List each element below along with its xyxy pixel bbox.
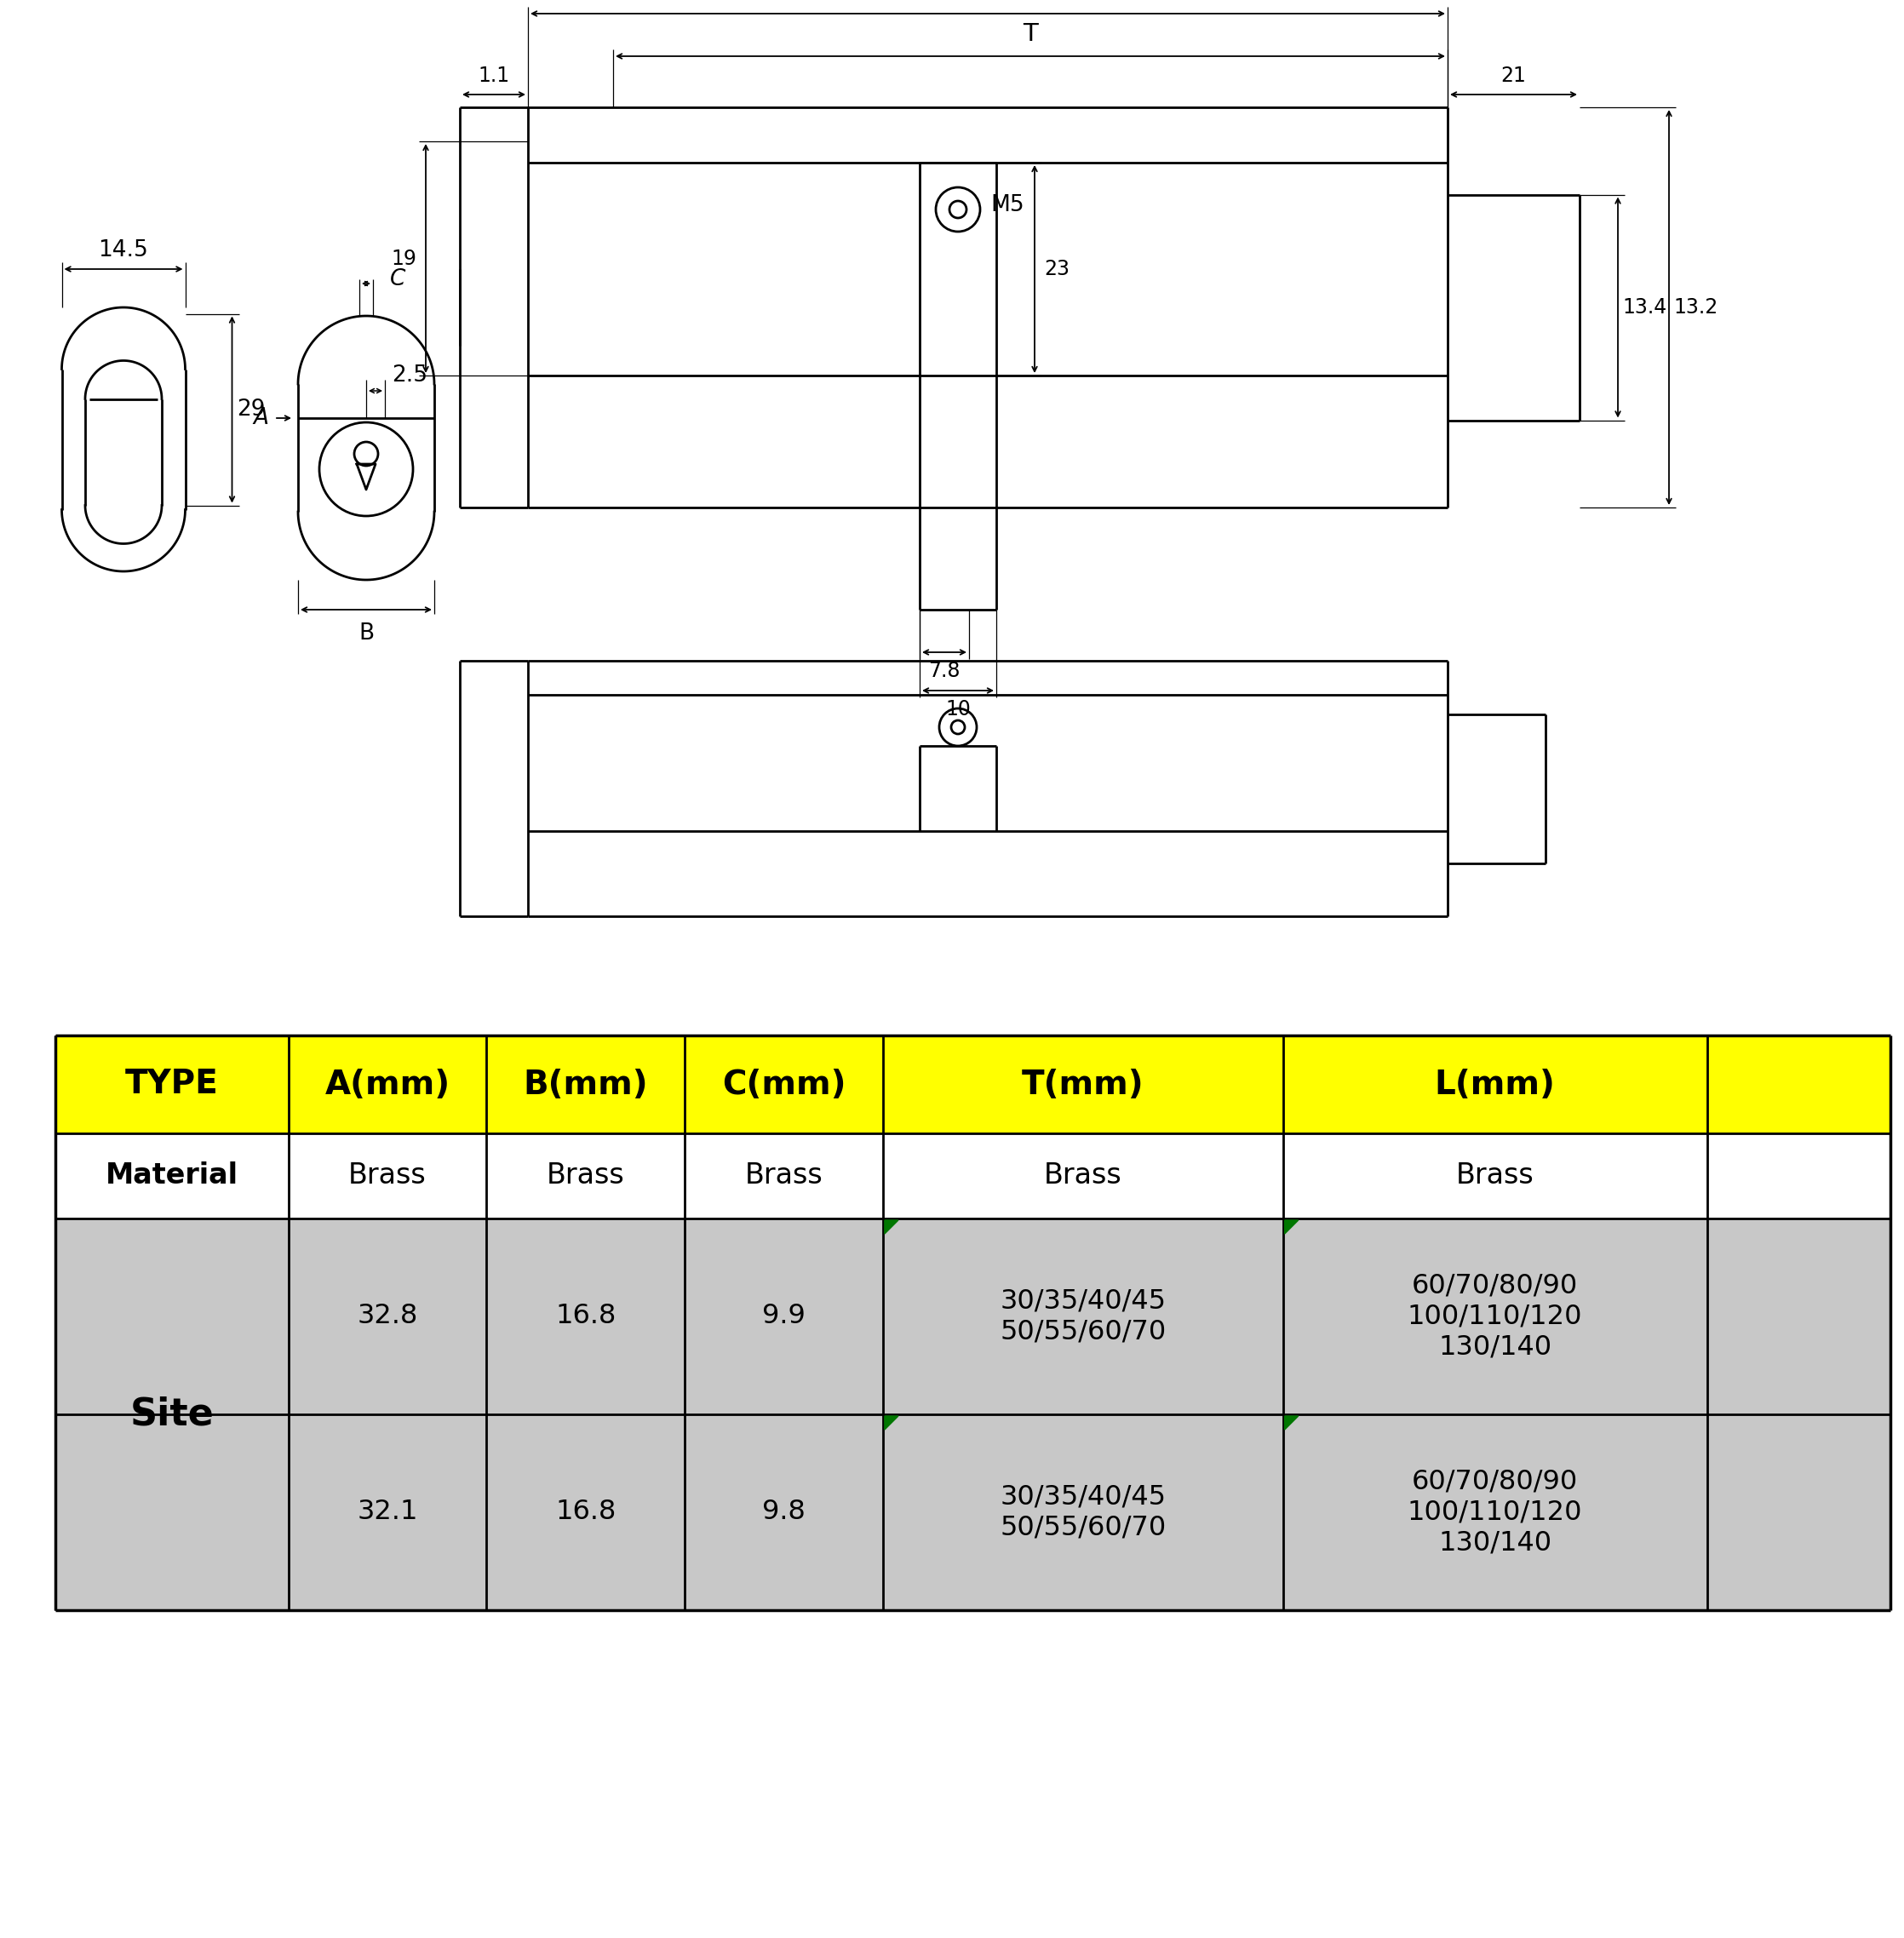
Bar xyxy=(55,1415,1891,1610)
Text: 2.5: 2.5 xyxy=(392,364,428,386)
Text: Brass: Brass xyxy=(1457,1163,1535,1190)
Text: L(mm): L(mm) xyxy=(1434,1068,1556,1101)
Text: C(mm): C(mm) xyxy=(722,1068,845,1101)
Bar xyxy=(55,1134,1891,1219)
Text: Brass: Brass xyxy=(546,1163,625,1190)
Text: 16.8: 16.8 xyxy=(556,1500,617,1525)
Text: 13.4: 13.4 xyxy=(1622,297,1668,318)
Polygon shape xyxy=(1285,1221,1299,1235)
Text: 9.8: 9.8 xyxy=(762,1500,805,1525)
Text: A(mm): A(mm) xyxy=(326,1068,449,1101)
Text: 60/70/80/90
100/110/120
130/140: 60/70/80/90 100/110/120 130/140 xyxy=(1407,1273,1582,1360)
Text: B: B xyxy=(358,622,373,645)
Text: 32.1: 32.1 xyxy=(358,1500,419,1525)
Text: A: A xyxy=(253,407,268,428)
Text: Brass: Brass xyxy=(348,1163,426,1190)
Text: 13.2: 13.2 xyxy=(1674,297,1719,318)
Text: M5: M5 xyxy=(990,194,1024,217)
Text: 1.1: 1.1 xyxy=(478,66,510,85)
Polygon shape xyxy=(885,1221,899,1235)
Text: 23: 23 xyxy=(1043,260,1070,279)
Text: 7.8: 7.8 xyxy=(929,661,960,680)
Text: 16.8: 16.8 xyxy=(556,1302,617,1329)
Text: L: L xyxy=(981,0,994,4)
Text: 10: 10 xyxy=(944,700,971,719)
Text: T: T xyxy=(1022,21,1038,47)
Text: B(mm): B(mm) xyxy=(524,1068,647,1101)
Text: 14.5: 14.5 xyxy=(99,238,149,262)
Polygon shape xyxy=(1285,1417,1299,1430)
Polygon shape xyxy=(885,1417,899,1430)
Text: C: C xyxy=(390,267,406,291)
Text: 60/70/80/90
100/110/120
130/140: 60/70/80/90 100/110/120 130/140 xyxy=(1407,1469,1582,1556)
Text: 30/35/40/45
50/55/60/70: 30/35/40/45 50/55/60/70 xyxy=(1000,1485,1165,1541)
Bar xyxy=(55,1035,1891,1134)
Text: 9.9: 9.9 xyxy=(762,1302,805,1329)
Text: 21: 21 xyxy=(1500,66,1527,85)
Text: 30/35/40/45
50/55/60/70: 30/35/40/45 50/55/60/70 xyxy=(1000,1289,1165,1345)
Text: T(mm): T(mm) xyxy=(1022,1068,1144,1101)
Bar xyxy=(55,1219,1891,1415)
Text: TYPE: TYPE xyxy=(126,1068,219,1101)
Text: 29: 29 xyxy=(236,399,265,421)
Text: Brass: Brass xyxy=(1043,1163,1121,1190)
Text: Site: Site xyxy=(129,1395,213,1432)
Text: 32.8: 32.8 xyxy=(358,1302,417,1329)
Text: Material: Material xyxy=(105,1163,238,1190)
Text: Brass: Brass xyxy=(744,1163,823,1190)
Text: 19: 19 xyxy=(390,248,417,269)
